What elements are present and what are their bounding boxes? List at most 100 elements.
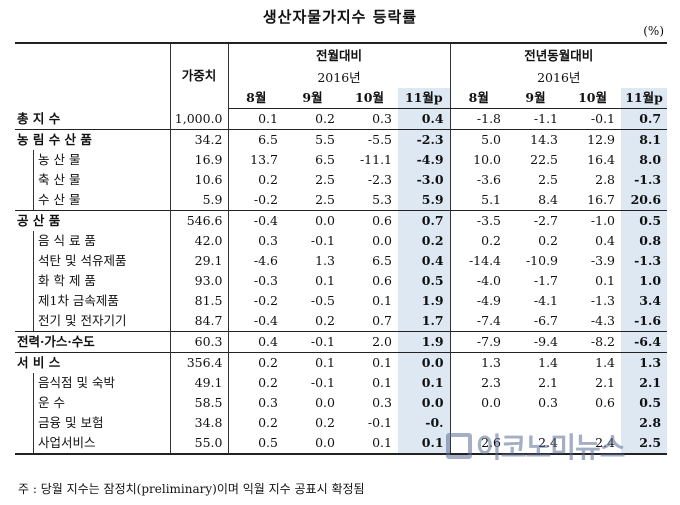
mom-year: 2016년 — [317, 70, 361, 85]
mom-value-cell: 0.0 — [398, 393, 451, 413]
category-header-cell — [15, 42, 170, 109]
mom-value-cell: 0.5 — [228, 433, 284, 455]
yoy-value-cell: 22.5 — [530, 152, 559, 167]
row-label-text: 축 산 물 — [38, 172, 81, 187]
row-label: 공 산 품 — [15, 210, 170, 231]
weight-cell: 5.9 — [169, 190, 229, 211]
yoy-value-cell: -1.0 — [564, 210, 622, 231]
mom-value-cell: 2.5 — [315, 192, 335, 207]
yoy-value-cell: 0.7 — [621, 108, 668, 130]
yoy-value-cell: 1.3 — [621, 352, 668, 373]
mom-value-cell: 0.2 — [398, 231, 451, 251]
yoy-value-cell: -6.4 — [621, 331, 668, 353]
yoy-value-cell: 0.0 — [449, 393, 508, 413]
mom-value-cell: -0.1 — [367, 415, 392, 430]
mom-value-cell: 2.0 — [341, 331, 398, 353]
weight-cell: 84.7 — [169, 311, 229, 332]
mom-value-cell: -3.0 — [398, 170, 451, 190]
row-label: 농 림 수 산 품 — [15, 129, 170, 150]
mom-value-cell: -0.4 — [228, 210, 284, 231]
row-label-text: 화 학 제 품 — [38, 273, 96, 288]
table-row: 화 학 제 품 93.0 -0.3 0.1 0.6 0.5 -4.0 -1.7 0.1 1.0 — [15, 271, 668, 291]
yoy-value-cell: 5.1 — [449, 190, 508, 211]
yoy-value-cell: 2.3 — [449, 373, 508, 393]
row-label-text: 음식점 및 숙박 — [38, 375, 115, 390]
weight-cell: 81.5 — [169, 291, 229, 311]
yoy-value-cell: -3.5 — [449, 210, 508, 231]
row-label-text: 서 비 스 — [17, 355, 61, 370]
yoy-value-cell: -1.3 — [621, 170, 668, 190]
row-label: 운 수 — [15, 393, 170, 413]
month-header: 9월 — [284, 88, 341, 109]
row-label-text: 운 수 — [38, 395, 65, 410]
mom-value-cell: 0.7 — [372, 313, 392, 328]
yoy-header: 전년동월대비 — [449, 42, 668, 68]
mom-value-cell: -2.3 — [367, 172, 392, 187]
yoy-value-cell: 0.3 — [538, 395, 559, 410]
yoy-value-cell: 0.2 — [449, 231, 508, 251]
row-label: 전기 및 전자기기 — [15, 311, 170, 332]
weight-cell: 55.0 — [169, 433, 229, 455]
yoy-value-cell: -6.7 — [533, 313, 559, 328]
row-label-text: 사업서비스 — [38, 435, 96, 450]
mom-value-cell: 0.2 — [315, 313, 335, 328]
row-label: 축 산 물 — [15, 170, 170, 190]
mom-value-cell: 0.4 — [398, 251, 451, 271]
table-row: 금융 및 보험 34.8 0.2 0.2 -0.1 -0. 2.8 — [15, 413, 668, 433]
mom-value-cell: 0.0 — [372, 233, 392, 248]
row-label-text: 제1차 금속제품 — [38, 293, 119, 308]
mom-value-cell: 0.0 — [284, 433, 341, 455]
weight-cell: 356.4 — [169, 352, 229, 373]
weight-cell: 34.2 — [169, 129, 229, 150]
mom-value-cell: -0.1 — [310, 233, 335, 248]
yoy-value-cell: 16.4 — [587, 152, 616, 167]
mom-value-cell: -4.9 — [398, 150, 451, 170]
yoy-value-cell: 3.4 — [621, 291, 668, 311]
yoy-value-cell: 2.1 — [621, 373, 668, 393]
yoy-value-cell: -0.1 — [590, 111, 616, 126]
mom-value-cell: 6.5 — [315, 152, 335, 167]
yoy-value-cell: -8.2 — [564, 331, 622, 353]
yoy-year: 2016년 — [449, 68, 668, 88]
row-label: 음식점 및 숙박 — [15, 373, 170, 393]
table-body: 총 지 수 1,000.0 0.1 0.2 0.3 0.4 -1.8 -1.1 -0.1 0.7 농… — [15, 108, 668, 455]
mom-value-cell: 0.1 — [372, 293, 392, 308]
row-label-text: 석탄 및 석유제품 — [38, 253, 127, 268]
yoy-value-cell: 0.5 — [621, 393, 668, 413]
yoy-value-cell: -4.0 — [449, 271, 508, 291]
mom-value-cell: 0.1 — [315, 273, 335, 288]
yoy-value-cell: -1.1 — [533, 111, 559, 126]
yoy-value-cell: -14.4 — [449, 251, 508, 271]
mom-value-cell: -0.5 — [310, 293, 335, 308]
yoy-value-cell: 2.1 — [595, 375, 616, 390]
weight-cell: 58.5 — [169, 393, 229, 413]
yoy-value-cell: 14.3 — [507, 129, 565, 150]
yoy-value-cell: 8.0 — [621, 150, 668, 170]
row-label-text: 음 식 료 품 — [38, 233, 96, 248]
mom-value-cell: 0.3 — [372, 395, 392, 410]
yoy-value-cell — [449, 413, 508, 433]
month-header: 11월p — [621, 88, 668, 109]
yoy-value-cell: 10.0 — [449, 150, 508, 170]
yoy-value-cell: 2.5 — [621, 433, 668, 455]
table-row: 음 식 료 품 42.0 0.3 -0.1 0.0 0.2 0.2 0.2 0.4 0.8 — [15, 231, 668, 251]
weight-cell: 60.3 — [169, 331, 229, 353]
yoy-value-cell: -1.8 — [449, 108, 508, 130]
mom-value-cell: -0. — [398, 413, 451, 433]
yoy-value-cell: 1.4 — [564, 352, 622, 373]
mom-value-cell: 13.7 — [250, 152, 278, 167]
weight-cell: 16.9 — [169, 150, 229, 170]
yoy-value-cell: 8.4 — [538, 192, 559, 207]
mom-value-cell: 0.0 — [315, 395, 335, 410]
weight-cell: 546.6 — [169, 210, 229, 231]
mom-value-cell: 1.9 — [398, 331, 451, 353]
table-row: 전력·가스·수도 60.3 0.4 -0.1 2.0 1.9 -7.9 -9.4 -8.2 -6.… — [15, 331, 668, 353]
yoy-value-cell: 0.5 — [621, 210, 668, 231]
row-label: 제1차 금속제품 — [15, 291, 170, 311]
mom-value-cell: 0.0 — [398, 352, 451, 373]
table-row: 전기 및 전자기기 84.7 -0.4 0.2 0.7 1.7 -7.4 -6.7 -4.3 -1… — [15, 311, 668, 332]
row-label: 화 학 제 품 — [15, 271, 170, 291]
weight-cell: 49.1 — [169, 373, 229, 393]
mom-value-cell: 0.4 — [398, 108, 451, 130]
row-label-text: 수 산 물 — [38, 192, 81, 207]
